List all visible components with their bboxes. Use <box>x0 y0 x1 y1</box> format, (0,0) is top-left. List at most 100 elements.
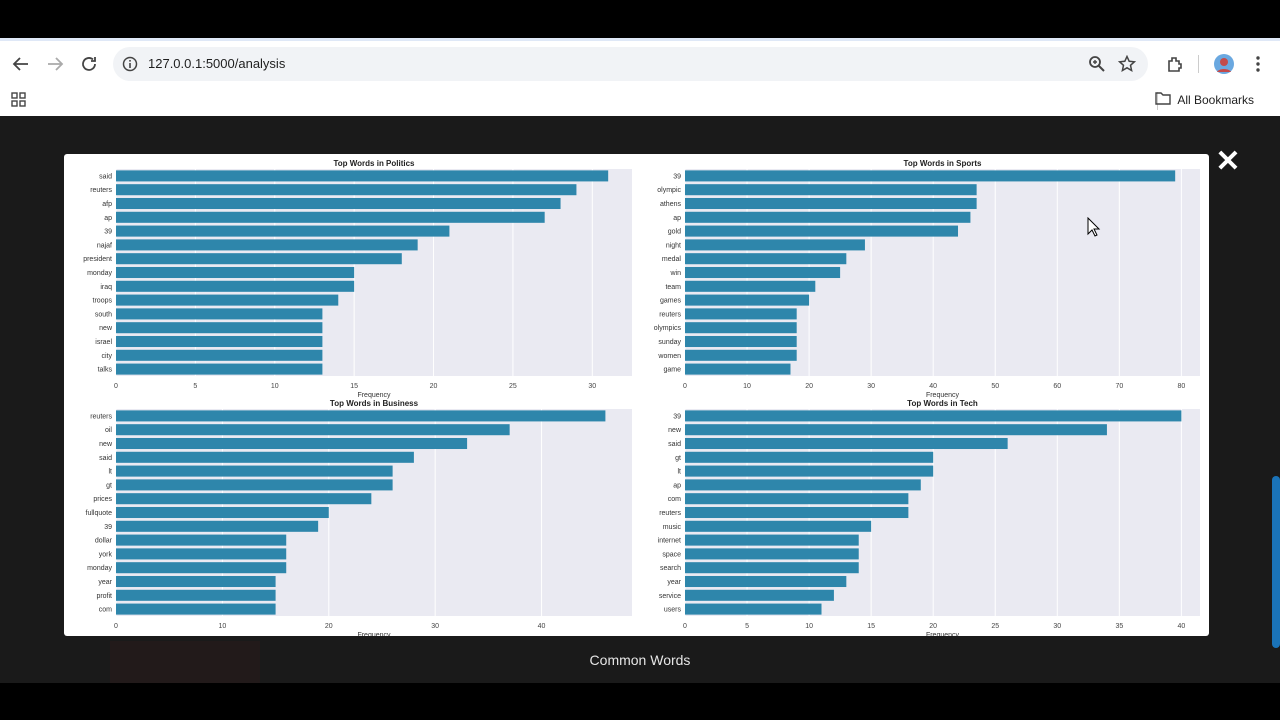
y-tick-label: south <box>95 311 112 318</box>
zoom-icon[interactable] <box>1088 55 1106 78</box>
y-tick-label: win <box>669 270 681 277</box>
x-tick-label: 10 <box>743 383 751 390</box>
y-tick-label: reuters <box>659 311 681 318</box>
bar-women <box>685 349 797 361</box>
bar-monday <box>116 266 355 279</box>
close-button[interactable]: ✕ <box>1215 145 1241 178</box>
x-tick-label: 30 <box>431 623 439 630</box>
bar-ap <box>685 479 921 491</box>
bar-medal <box>685 253 847 265</box>
bar-year <box>116 575 276 588</box>
folder-icon <box>1155 91 1172 108</box>
chart-1: 0 5 10 15 20 25 30 said reuters afp ap 39 najaf presi… <box>83 159 632 399</box>
bar-new <box>685 424 1107 436</box>
y-tick-label: women <box>657 353 681 360</box>
bar-olympic <box>685 184 977 196</box>
bar-39 <box>685 410 1182 422</box>
bar-ap <box>685 211 971 223</box>
bar-south <box>116 308 323 320</box>
browser-chrome: 127.0.0.1:5000/analysis All Bookmarks <box>0 38 1280 116</box>
all-bookmarks-label: All Bookmarks <box>1177 92 1254 107</box>
chart-title: Top Words in Tech <box>907 399 978 408</box>
forward-arrow-icon[interactable] <box>43 52 67 76</box>
x-tick-label: 60 <box>1053 383 1061 390</box>
y-tick-label: sunday <box>658 339 681 346</box>
y-tick-label: lt <box>109 469 113 476</box>
x-tick-label: 40 <box>538 623 546 630</box>
y-tick-label: prices <box>93 496 112 503</box>
bar-said <box>116 170 609 182</box>
bar-iraq <box>116 280 355 292</box>
y-tick-label: 39 <box>104 229 112 236</box>
y-tick-label: said <box>668 441 681 448</box>
bar-games <box>685 294 810 306</box>
y-tick-label: reuters <box>90 187 112 194</box>
bar-lt <box>685 465 934 477</box>
x-tick-label: 10 <box>271 383 279 390</box>
bar-gold <box>685 225 959 237</box>
star-icon[interactable] <box>1117 54 1137 78</box>
x-tick-label: 5 <box>745 623 749 630</box>
x-tick-label: 30 <box>1053 623 1061 630</box>
menu-dots-icon[interactable] <box>1246 52 1270 76</box>
bar-night <box>685 239 865 251</box>
toolbar-divider <box>1198 55 1199 73</box>
avatar[interactable] <box>1212 52 1236 76</box>
page-overlay: 0 5 10 15 20 25 30 said reuters afp ap 39 najaf presi… <box>0 116 1280 683</box>
y-tick-label: night <box>666 242 681 249</box>
y-tick-label: team <box>665 284 681 291</box>
reload-icon[interactable] <box>77 52 101 76</box>
y-tick-label: fullquote <box>86 510 113 517</box>
bar-reuters <box>116 410 606 422</box>
all-bookmarks-button[interactable]: All Bookmarks <box>1155 91 1254 108</box>
x-axis-label: Frequency <box>357 632 391 636</box>
y-tick-label: monday <box>87 565 112 572</box>
x-tick-label: 10 <box>218 623 226 630</box>
x-tick-label: 20 <box>929 623 937 630</box>
y-tick-label: reuters <box>90 413 112 420</box>
y-tick-label: york <box>99 551 113 558</box>
bar-afp <box>116 197 561 210</box>
extensions-icon[interactable] <box>1163 52 1187 76</box>
bar-oil <box>116 424 510 436</box>
bar-search <box>685 562 859 574</box>
y-tick-label: olympics <box>654 325 682 332</box>
bar-talks <box>116 363 323 375</box>
apps-grid-icon[interactable] <box>11 92 26 112</box>
bar-troops <box>116 294 339 306</box>
bar-internet <box>685 534 859 546</box>
y-tick-label: gt <box>675 455 681 462</box>
y-tick-label: service <box>659 593 681 600</box>
y-tick-label: profit <box>96 593 112 600</box>
bookmarks-bar: All Bookmarks <box>0 86 1280 116</box>
bar-reuters <box>116 184 577 196</box>
bar-najaf <box>116 239 418 251</box>
bar-game <box>685 363 791 375</box>
bar-year <box>685 575 847 588</box>
page-scrollbar[interactable] <box>1272 476 1280 648</box>
chart-2: 0 10 20 30 40 50 60 70 80 39 olympic athens ap gold ni… <box>654 159 1200 399</box>
y-tick-label: athens <box>660 201 682 208</box>
y-tick-label: com <box>668 496 681 503</box>
bookmarks-divider <box>1157 92 1158 110</box>
y-tick-label: year <box>98 579 112 586</box>
bar-team <box>685 280 816 292</box>
bar-monday <box>116 562 287 574</box>
y-tick-label: troops <box>93 298 113 305</box>
x-tick-label: 25 <box>509 383 517 390</box>
x-tick-label: 0 <box>114 383 118 390</box>
bar-win <box>685 266 841 279</box>
y-tick-label: new <box>668 427 682 434</box>
x-tick-label: 30 <box>588 383 596 390</box>
site-info-icon[interactable] <box>122 56 138 77</box>
y-tick-label: gt <box>106 482 112 489</box>
url-text[interactable]: 127.0.0.1:5000/analysis <box>148 56 286 71</box>
address-bar[interactable]: 127.0.0.1:5000/analysis <box>113 47 1148 81</box>
x-tick-label: 15 <box>350 383 358 390</box>
y-tick-label: najaf <box>97 242 112 249</box>
back-arrow-icon[interactable] <box>9 52 33 76</box>
bar-said <box>685 437 1008 450</box>
x-axis-label: Frequency <box>926 632 960 636</box>
y-tick-label: year <box>667 579 681 586</box>
bar-gt <box>685 451 934 463</box>
